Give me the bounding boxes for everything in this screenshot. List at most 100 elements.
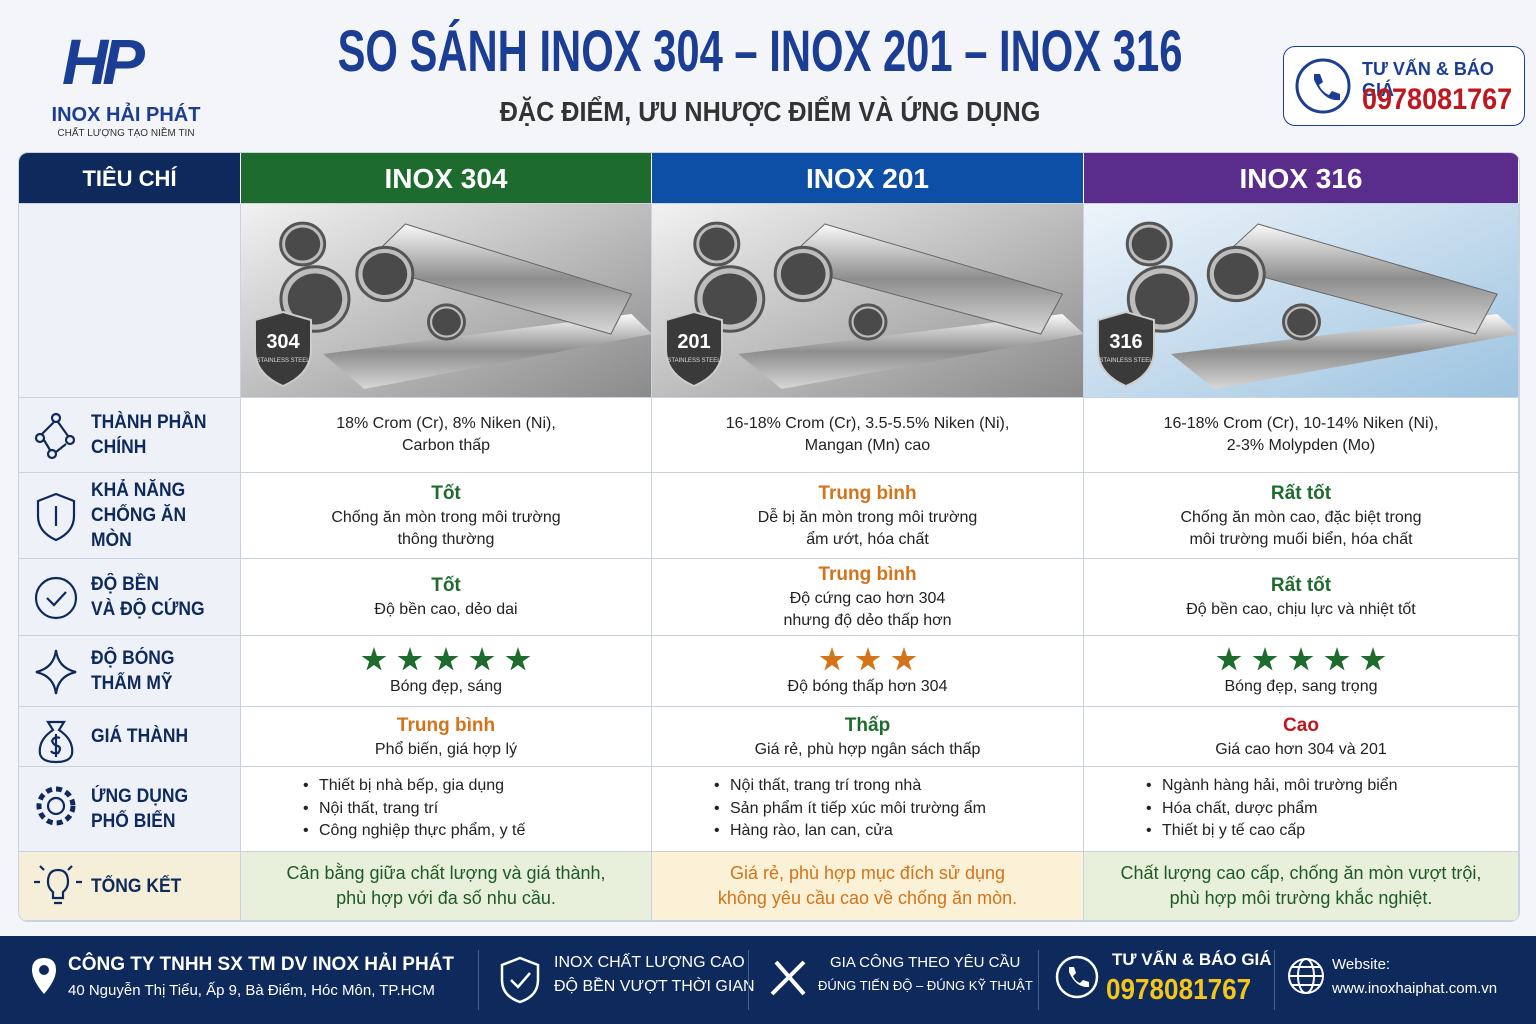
pipe-hole <box>780 253 826 295</box>
logo-mark: HP <box>62 26 145 98</box>
star-rating <box>1216 647 1386 671</box>
badge-text: STAINLESS STEEL <box>667 358 721 364</box>
criterion-cell: ĐỘ BÓNG THẨM MỸ <box>19 636 241 707</box>
description: 16-18% Crom (Cr), 3.5-5.5% Niken (Ni), <box>725 415 1010 432</box>
criterion-label: TỔNG KẾT <box>91 875 182 897</box>
description: ẩm ướt, hóa chất <box>806 530 929 548</box>
criterion-cell: TỔNG KẾT <box>19 852 241 921</box>
badge-grade: 304 <box>266 331 300 353</box>
pipe-hole <box>362 253 408 295</box>
value-cell: 18% Crom (Cr), 8% Niken (Ni), Carbon thấp <box>241 398 652 473</box>
value-cell: • Thiết bị nhà bếp, gia dụng • Nội thất, tr… <box>241 767 652 852</box>
criterion-label: KHẢ NĂNG <box>91 480 186 501</box>
bullet-text: Thiết bị nhà bếp, gia dụng <box>319 777 505 795</box>
criterion-cell: THÀNH PHẦN CHÍNH <box>19 398 241 473</box>
bullet: • <box>714 799 720 817</box>
footer: CÔNG TY TNHH SX TM DV INOX HẢI PHÁT 40 N… <box>0 936 1536 1024</box>
value-cell: Cao Giá cao hơn 304 và 201 <box>1084 707 1519 767</box>
criterion-label: CHÍNH <box>91 437 147 458</box>
rating: Rất tốt <box>1270 575 1332 596</box>
summary: Chất lượng cao cấp, chống ăn mòn vượt tr… <box>1120 863 1482 883</box>
comparison-table: TIÊU CHÍ INOX 304 INOX 201 INOX 316 304 STAIN… <box>18 152 1520 922</box>
description: Chống ăn mòn trong môi trường <box>331 508 561 526</box>
description: Giá rẻ, phù hợp ngân sách thấp <box>754 740 981 758</box>
bullet-text: Sản phẩm ít tiếp xúc môi trường ẩm <box>730 799 986 817</box>
description: 16-18% Crom (Cr), 10-14% Niken (Ni), <box>1163 415 1439 432</box>
header-cell: INOX 201 <box>652 153 1084 204</box>
bullet-item: • Thiết bị nhà bếp, gia dụng <box>303 775 651 798</box>
bullet-item: • Công nghiệp thực phẩm, y tế <box>303 820 651 843</box>
bullet-text: Nội thất, trang trí trong nhà <box>730 777 922 795</box>
pipes-illustration: 201 STAINLESS STEEL <box>652 204 1083 397</box>
rating: Rất tốt <box>1270 482 1332 504</box>
criterion-cell: ĐỘ BỀN VÀ ĐỘ CỨNG <box>19 559 241 636</box>
divider <box>478 950 479 1010</box>
bullet-text: Hàng rào, lan can, cửa <box>730 822 893 840</box>
criterion-label: ỨNG DỤNG <box>91 786 189 807</box>
badge: 316 STAINLESS STEEL <box>1097 310 1155 388</box>
value-cell: Chất lượng cao cấp, chống ăn mòn vượt tr… <box>1084 852 1519 921</box>
logo-text: INOX HẢI PHÁT <box>51 104 201 126</box>
shield-icon <box>500 956 540 1004</box>
summary: Giá rẻ, phù hợp mục đích sử dụng <box>729 863 1005 883</box>
description: Chống ăn mòn cao, đặc biệt trong <box>1180 508 1422 526</box>
flat-bar <box>323 314 651 389</box>
summary: Cân bằng giữa chất lượng và giá thành, <box>286 863 606 883</box>
badge-text: STAINLESS STEEL <box>256 358 310 364</box>
star-rating <box>819 647 916 671</box>
bullet-item: • Nội thất, trang trí trong nhà <box>714 775 1083 798</box>
criterion-label: THÀNH PHẦN <box>91 412 207 433</box>
badge-grade: 201 <box>677 331 710 353</box>
bullet-item: • Hóa chất, dược phẩm <box>1146 798 1518 821</box>
product-image: 316 STAINLESS STEEL <box>1084 204 1519 398</box>
criterion-label: CHỐNG ĂN MÒN <box>91 505 187 551</box>
bullet: • <box>714 777 720 795</box>
badge-shield <box>1097 310 1155 388</box>
contact-box: TƯ VẤN & BÁO GIÁ 0978081767 <box>1283 46 1525 126</box>
description: Bóng đẹp, sang trọng <box>1224 678 1378 695</box>
description: nhưng độ dẻo thấp hơn <box>783 612 952 629</box>
value-cell: Bóng đẹp, sang trọng <box>1084 636 1519 707</box>
divider <box>1274 950 1275 1010</box>
description: Bóng đẹp, sáng <box>389 678 503 695</box>
globe-icon <box>1288 958 1324 994</box>
rating: Trung bình <box>818 564 917 585</box>
description: Dễ bị ăn mòn trong môi trường <box>757 508 978 526</box>
bullet: • <box>1146 822 1152 840</box>
bullet: • <box>1146 777 1152 795</box>
contact-phone: 0978081767 <box>1362 83 1513 116</box>
description: Giá cao hơn 304 và 201 <box>1215 740 1387 758</box>
divider <box>1038 950 1039 1010</box>
pipes-illustration: 304 STAINLESS STEEL <box>241 204 651 397</box>
pipe-hole <box>287 273 343 325</box>
criterion-label: ĐỘ BÓNG <box>91 648 175 669</box>
criterion-cell <box>19 204 241 398</box>
description: 18% Crom (Cr), 8% Niken (Ni), <box>336 415 556 432</box>
row-icons <box>34 412 82 905</box>
website-label: Website: <box>1332 956 1391 973</box>
star <box>505 647 531 671</box>
description: môi trường muối biển, hóa chất <box>1189 530 1413 548</box>
rating: Trung bình <box>396 714 496 736</box>
footer-contact-label: TƯ VẤN & BÁO GIÁ <box>1112 950 1272 969</box>
bullet-list: • Ngành hàng hải, môi trường biển • Hóa chấ… <box>1084 775 1518 843</box>
bullet: • <box>303 799 309 817</box>
criterion-label: GIÁ THÀNH <box>91 726 189 747</box>
pipe-hole <box>1131 227 1167 261</box>
summary: không yêu cầu cao về chống ăn mòn. <box>717 888 1018 908</box>
value-cell: Trung bình Phổ biến, giá hợp lý <box>241 707 652 767</box>
star <box>361 647 387 671</box>
star <box>1216 647 1242 671</box>
summary: phù hợp môi trường khắc nghiệt. <box>1169 888 1433 908</box>
value-cell: • Nội thất, trang trí trong nhà • Sản phẩm … <box>652 767 1084 852</box>
value-cell: 16-18% Crom (Cr), 10-14% Niken (Ni), 2-3%… <box>1084 398 1519 473</box>
bullet-text: Ngành hàng hải, môi trường biển <box>1162 777 1398 795</box>
value-cell: • Ngành hàng hải, môi trường biển • Hóa chấ… <box>1084 767 1519 852</box>
pipe-hole <box>1213 253 1259 295</box>
service-line-1: GIA CÔNG THEO YÊU CẦU <box>830 954 1021 971</box>
bullet-text: Hóa chất, dược phẩm <box>1162 799 1318 817</box>
phone-icon <box>1055 955 1099 999</box>
flat-bar <box>738 314 1083 389</box>
pipes-illustration: 316 STAINLESS STEEL <box>1084 204 1518 397</box>
pipe-hole <box>1135 273 1190 325</box>
